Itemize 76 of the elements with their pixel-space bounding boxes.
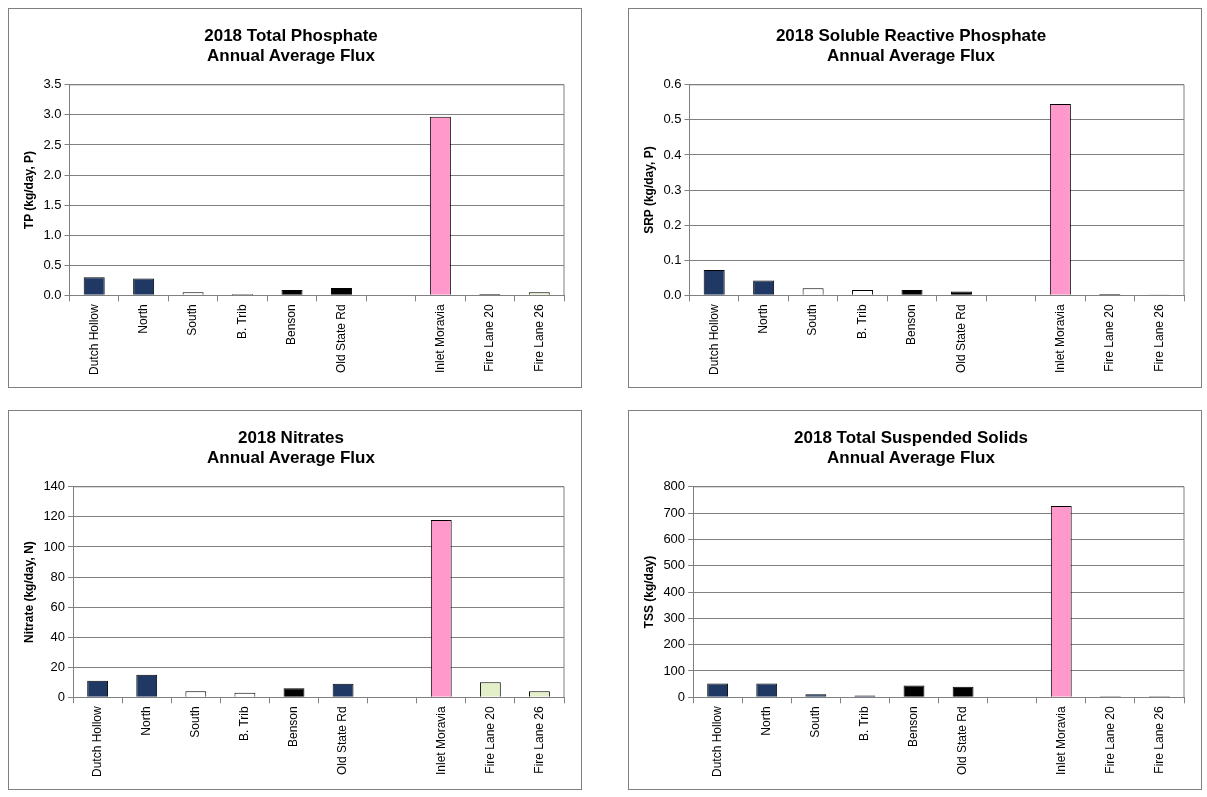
x-tick-label: Fire Lane 20 (482, 303, 497, 372)
x-tick-label: Inlet Moravia (432, 303, 447, 374)
y-tick-label: 500 (663, 557, 686, 573)
x-tick-label: Benson (286, 706, 301, 748)
y-tick-label: 3.0 (43, 106, 62, 122)
x-tick-label: Dutch Hollow (86, 303, 101, 376)
y-axis-title: TP (kg/day, P) (21, 150, 36, 230)
chart-title: 2018 Total Phosphate Annual Average Flux (204, 25, 378, 66)
y-tick-label: 700 (663, 504, 686, 520)
x-tick-label: Fire Lane 26 (531, 705, 546, 774)
x-tick-label: Benson (906, 706, 921, 748)
x-tick-label: Inlet Moravia (1052, 303, 1067, 374)
y-tick-label: 0.6 (663, 76, 682, 92)
x-tick-label: North (755, 304, 770, 334)
x-tick-label: Fire Lane 20 (1102, 705, 1117, 774)
y-tick-label: 200 (663, 636, 686, 652)
y-tick-label: 0.0 (43, 286, 62, 302)
y-tick-label: 2.0 (43, 166, 62, 182)
y-tick-label: 600 (663, 531, 686, 546)
y-tick-label: 3.5 (43, 76, 62, 92)
x-tick-label: Old State Rd (953, 304, 968, 374)
y-tick-label: 0.3 (663, 181, 682, 197)
x-tick-label: Old State Rd (955, 706, 970, 776)
x-tick-label: South (188, 706, 203, 738)
x-tick-label: B. Trib (234, 303, 249, 339)
y-tick-label: 40 (50, 628, 66, 644)
x-tick-label: North (135, 304, 150, 334)
y-tick-label: 0.5 (43, 256, 62, 272)
x-tick-label: Old State Rd (333, 304, 348, 374)
x-tick-label: Benson (904, 304, 919, 346)
y-tick-label: 100 (663, 662, 686, 678)
x-tick-label: South (808, 706, 823, 738)
x-tick-label: Fire Lane 26 (1151, 303, 1166, 372)
chart-title: 2018 Soluble Reactive Phosphate Annual Average Flux (775, 25, 1047, 66)
chart-title: 2018 Nitrates Annual Average Flux (207, 427, 376, 468)
x-tick-label: B. Trib (857, 705, 872, 741)
y-tick-label: 800 (663, 478, 686, 494)
y-tick-label: 0 (57, 688, 66, 704)
x-tick-label: Dutch Hollow (706, 303, 721, 376)
y-tick-label: 1.5 (43, 196, 62, 212)
y-tick-label: 120 (43, 508, 66, 524)
x-tick-label: Old State Rd (335, 706, 350, 776)
y-tick-label: 0.5 (663, 111, 682, 127)
x-tick-label: Inlet Moravia (1053, 705, 1068, 776)
x-tick-label: Dutch Hollow (709, 705, 724, 778)
y-tick-label: 140 (43, 478, 66, 494)
y-tick-label: 1.0 (43, 226, 62, 242)
x-tick-label: Inlet Moravia (433, 705, 448, 776)
x-tick-label: Benson (284, 304, 299, 346)
x-tick-label: B. Trib (854, 303, 869, 339)
x-tick-label: Fire Lane 26 (1151, 705, 1166, 774)
y-tick-label: 2.5 (43, 136, 62, 152)
x-tick-label: Fire Lane 20 (482, 705, 497, 774)
y-tick-label: 400 (663, 583, 686, 599)
y-tick-label: 0.1 (663, 251, 682, 267)
y-tick-label: 20 (50, 658, 66, 674)
y-tick-label: 80 (50, 568, 66, 584)
x-tick-label: Fire Lane 20 (1102, 303, 1117, 372)
x-tick-label: South (805, 304, 820, 336)
y-axis-title: TSS (kg/day) (641, 555, 656, 629)
y-tick-label: 0.2 (663, 216, 682, 232)
chart-title: 2018 Total Suspended Solids Annual Average Flux (794, 427, 1028, 468)
x-tick-label: Fire Lane 26 (531, 303, 546, 372)
x-tick-label: Dutch Hollow (89, 705, 104, 778)
y-tick-label: 60 (50, 598, 66, 614)
x-tick-label: North (759, 706, 774, 736)
y-tick-label: 0.4 (663, 146, 682, 162)
y-tick-label: 0 (677, 688, 686, 704)
y-axis-title: SRP (kg/day, P) (641, 146, 656, 234)
y-axis-title: Nitrate (kg/day, N) (21, 541, 36, 643)
x-tick-label: North (139, 706, 154, 736)
y-tick-label: 300 (663, 609, 686, 625)
x-tick-label: South (185, 304, 200, 336)
x-tick-label: B. Trib (237, 705, 252, 741)
y-tick-label: 100 (43, 538, 66, 554)
y-tick-label: 0.0 (663, 286, 682, 302)
